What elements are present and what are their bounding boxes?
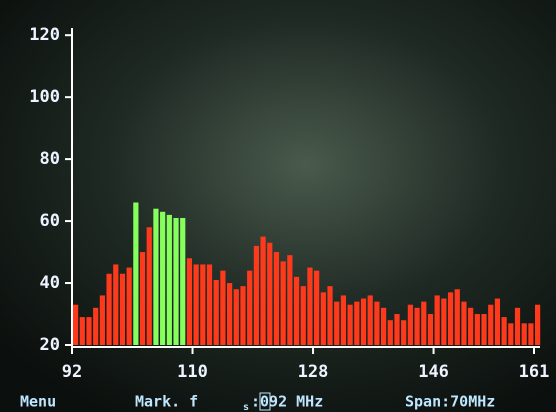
plot-area (73, 202, 541, 345)
bar (427, 314, 434, 345)
bar (293, 276, 300, 345)
bar (300, 286, 306, 345)
bar (153, 208, 159, 345)
bar (367, 295, 373, 345)
bar (401, 320, 407, 345)
y-tick-label: 80 (40, 149, 60, 169)
x-tick-label: 92 (62, 362, 82, 382)
bar (407, 304, 413, 345)
bar (528, 323, 534, 345)
bar (454, 289, 460, 345)
bar (146, 227, 152, 345)
bar (394, 314, 400, 345)
x-tick-label: 110 (177, 362, 208, 382)
bar (481, 314, 487, 345)
bar (160, 211, 166, 345)
bar (387, 320, 393, 345)
bar (381, 307, 387, 345)
bar (173, 217, 179, 345)
bar (474, 314, 480, 345)
bar (488, 304, 494, 345)
bar (535, 304, 541, 345)
bar (280, 261, 286, 345)
bar (79, 317, 85, 345)
bar (314, 270, 320, 345)
bar (340, 295, 347, 345)
bar (119, 273, 126, 345)
menu-label: Menu (20, 393, 56, 411)
bar (434, 295, 440, 345)
y-tick-label: 100 (29, 87, 60, 107)
bar (180, 217, 186, 345)
bar (354, 301, 360, 345)
cursor-box (259, 392, 271, 411)
bar (220, 270, 226, 345)
bar (521, 323, 527, 345)
bar (253, 245, 259, 345)
marker-frequency: :092 MHz (251, 393, 323, 411)
span-label: Span:70MHz (405, 393, 495, 411)
bar (193, 264, 199, 345)
bar (240, 286, 246, 345)
bar (267, 242, 273, 345)
bar (421, 301, 427, 345)
bar (468, 307, 474, 345)
bar (86, 317, 92, 345)
bar (494, 298, 501, 345)
y-tick-label: 60 (40, 211, 60, 231)
bar (206, 264, 213, 345)
bar (186, 258, 193, 345)
bar (200, 264, 206, 345)
y-tick-label: 120 (29, 25, 60, 45)
bar (260, 236, 266, 345)
bar (113, 264, 119, 345)
bar (514, 307, 521, 345)
bar (334, 301, 340, 345)
x-tick-label: 161 (519, 362, 550, 382)
marker-label: Mark. f (135, 393, 198, 411)
bar (501, 317, 507, 345)
bar (166, 214, 172, 345)
bar (461, 301, 467, 345)
x-tick-label: 128 (298, 362, 329, 382)
bar (133, 202, 139, 345)
bar (374, 301, 380, 345)
bar (126, 267, 132, 345)
bar (233, 289, 239, 345)
bar (106, 273, 112, 345)
y-tick-label: 20 (40, 335, 60, 355)
bar (287, 255, 293, 345)
bar (247, 270, 253, 345)
bar (347, 304, 353, 345)
bar (441, 298, 447, 345)
bar (360, 298, 367, 345)
bar (327, 286, 333, 345)
bar (307, 267, 313, 345)
bar (73, 304, 79, 345)
bar (139, 252, 146, 345)
bar (320, 292, 326, 345)
x-tick-label: 146 (418, 362, 449, 382)
bar (414, 307, 420, 345)
bar (508, 323, 514, 345)
bar (93, 307, 99, 345)
bar (227, 283, 233, 345)
bar (99, 295, 105, 345)
bar (213, 279, 219, 345)
bar (447, 292, 454, 345)
marker-subscript: s (243, 402, 249, 412)
bar (273, 252, 280, 345)
y-tick-label: 40 (40, 273, 60, 293)
